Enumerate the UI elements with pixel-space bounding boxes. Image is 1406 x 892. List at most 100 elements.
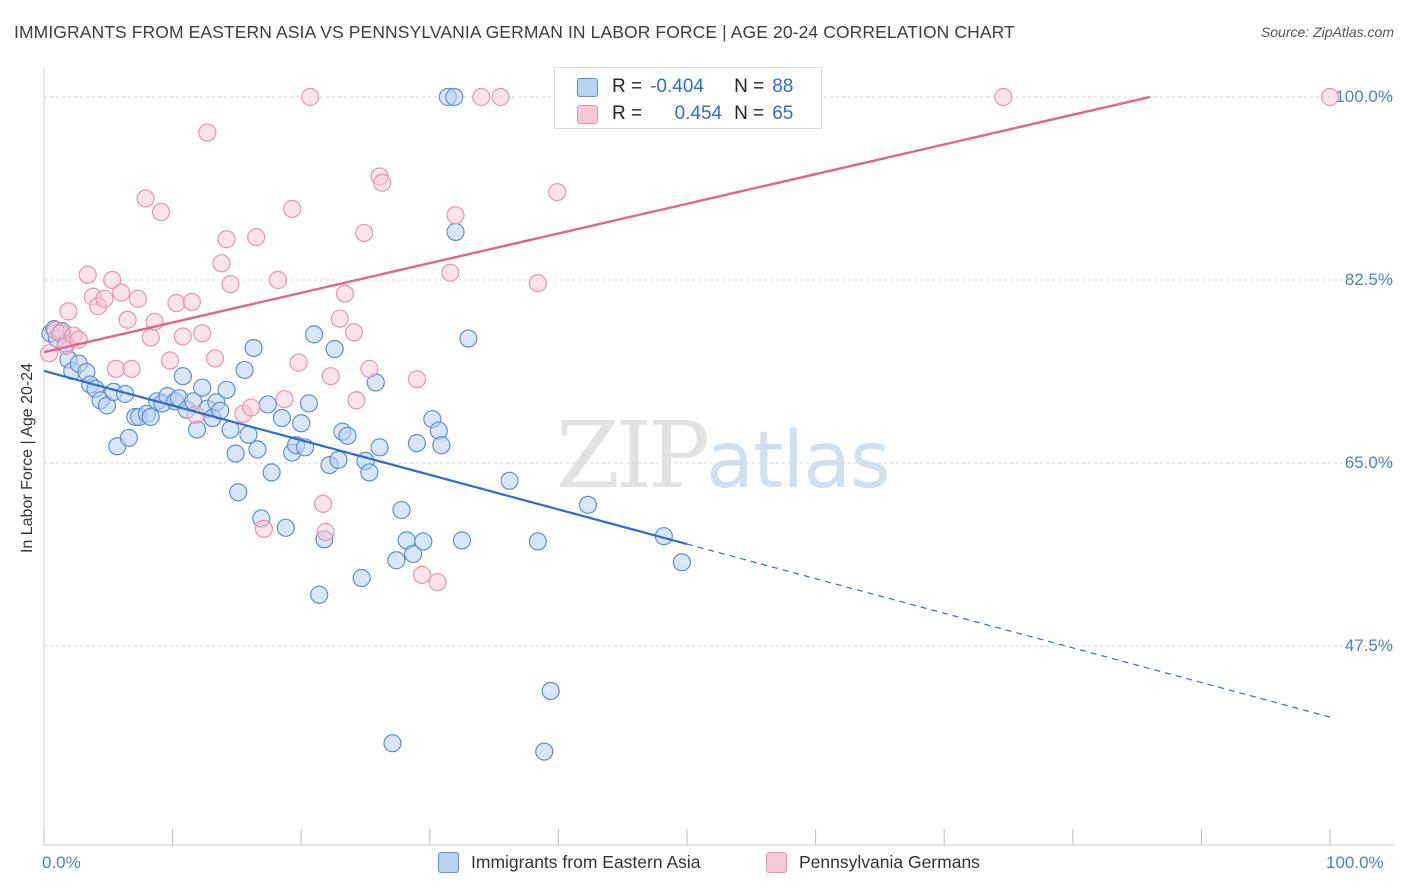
data-point-pennsylvania-german bbox=[122, 359, 141, 378]
legend-row-eastern-asia: R = -0.404 N = 88 bbox=[577, 74, 793, 100]
data-point-pennsylvania-german bbox=[1320, 87, 1340, 107]
data-point-pennsylvania-german bbox=[167, 293, 186, 313]
bottom-legend-eastern-asia: Immigrants from Eastern Asia bbox=[438, 852, 701, 873]
trend-line-pennsylvania-german bbox=[43, 95, 1151, 354]
series-eastern-asia-points bbox=[41, 87, 691, 761]
data-point-pennsylvania-german bbox=[373, 173, 392, 192]
y-tick-label: 82.5% bbox=[1344, 270, 1393, 289]
data-point-eastern-asia bbox=[352, 568, 371, 588]
data-point-pennsylvania-german bbox=[428, 573, 447, 592]
legend-r-value: 0.454 bbox=[674, 103, 723, 124]
data-point-eastern-asia bbox=[452, 531, 472, 550]
data-point-eastern-asia bbox=[292, 414, 311, 433]
data-point-pennsylvania-german bbox=[212, 254, 231, 273]
data-point-eastern-asia bbox=[229, 483, 248, 502]
legend-n-label: N = bbox=[734, 103, 765, 124]
data-point-eastern-asia bbox=[217, 380, 236, 399]
bottom-legend-label: Pennsylvania Germans bbox=[799, 852, 980, 872]
bottom-legend-swatch-pink bbox=[766, 852, 787, 873]
data-point-pennsylvania-german bbox=[528, 274, 547, 293]
legend-row-pennsylvania-german: R = 0.454 N = 65 bbox=[577, 101, 793, 127]
data-point-pennsylvania-german bbox=[78, 265, 97, 284]
y-tick-label: 47.5% bbox=[1344, 636, 1393, 655]
data-point-pennsylvania-german bbox=[994, 87, 1013, 107]
data-point-eastern-asia bbox=[338, 426, 357, 445]
legend-n-label: N = bbox=[734, 76, 765, 97]
data-point-eastern-asia bbox=[446, 222, 465, 241]
trend-line-eastern-asia-extension bbox=[686, 543, 1331, 718]
data-point-pennsylvania-german bbox=[247, 228, 266, 247]
bottom-legend-pennsylvania-german: Pennsylvania Germans bbox=[766, 852, 980, 873]
legend-r-label: R = bbox=[612, 76, 643, 97]
data-point-pennsylvania-german bbox=[103, 270, 122, 290]
data-point-pennsylvania-german bbox=[136, 189, 155, 208]
trend-lines bbox=[43, 95, 1331, 718]
data-point-eastern-asia bbox=[248, 440, 267, 459]
data-point-eastern-asia bbox=[239, 425, 258, 444]
data-point-pennsylvania-german bbox=[330, 309, 349, 328]
y-tick-label: 65.0% bbox=[1344, 453, 1393, 472]
data-point-pennsylvania-german bbox=[335, 284, 355, 303]
data-point-pennsylvania-german bbox=[118, 310, 137, 329]
data-point-eastern-asia bbox=[392, 500, 411, 520]
data-point-eastern-asia bbox=[193, 378, 212, 397]
data-point-eastern-asia bbox=[325, 339, 344, 359]
watermark: ZIPatlas bbox=[556, 402, 891, 509]
bottom-legend-swatch-blue bbox=[438, 852, 459, 873]
data-point-eastern-asia bbox=[262, 463, 281, 482]
data-point-pennsylvania-german bbox=[548, 183, 567, 202]
legend-r-value: -0.404 bbox=[650, 76, 704, 97]
data-point-eastern-asia bbox=[407, 434, 427, 453]
legend-n-value: 88 bbox=[772, 76, 794, 97]
data-point-eastern-asia bbox=[528, 532, 547, 551]
data-point-pennsylvania-german bbox=[407, 370, 427, 389]
data-point-eastern-asia bbox=[403, 544, 423, 564]
data-point-eastern-asia bbox=[360, 463, 379, 482]
data-point-eastern-asia bbox=[459, 329, 478, 348]
data-point-pennsylvania-german bbox=[59, 302, 78, 321]
x-tick-label-min: 0.0% bbox=[42, 853, 81, 872]
data-point-pennsylvania-german bbox=[128, 289, 147, 308]
data-point-pennsylvania-german bbox=[446, 206, 465, 225]
data-point-eastern-asia bbox=[304, 325, 324, 344]
data-point-pennsylvania-german bbox=[40, 344, 59, 363]
data-point-pennsylvania-german bbox=[316, 522, 335, 542]
data-point-eastern-asia bbox=[272, 408, 292, 428]
data-point-pennsylvania-german bbox=[160, 351, 180, 370]
data-point-pennsylvania-german bbox=[313, 494, 333, 513]
data-point-pennsylvania-german bbox=[344, 323, 364, 342]
x-tick-label-max: 100.0% bbox=[1326, 853, 1384, 872]
data-point-eastern-asia bbox=[445, 87, 464, 107]
data-point-eastern-asia bbox=[235, 360, 254, 380]
data-point-pennsylvania-german bbox=[321, 367, 340, 386]
watermark-zip: ZIP bbox=[556, 402, 710, 509]
data-point-eastern-asia bbox=[141, 407, 160, 427]
chart-source: Source: ZipAtlas.com bbox=[1260, 24, 1394, 40]
data-point-eastern-asia bbox=[310, 585, 329, 604]
data-point-pennsylvania-german bbox=[360, 359, 379, 378]
data-point-eastern-asia bbox=[432, 436, 451, 455]
data-point-eastern-asia bbox=[414, 532, 433, 551]
data-point-eastern-asia bbox=[500, 471, 519, 490]
data-point-pennsylvania-german bbox=[112, 283, 131, 302]
data-point-pennsylvania-german bbox=[347, 391, 366, 410]
data-point-eastern-asia bbox=[119, 428, 138, 448]
legend-r-label: R = bbox=[612, 103, 643, 124]
bottom-legend-label: Immigrants from Eastern Asia bbox=[471, 852, 701, 872]
data-point-pennsylvania-german bbox=[412, 565, 432, 584]
data-point-eastern-asia bbox=[383, 734, 402, 753]
legend-n-value: 65 bbox=[772, 103, 794, 124]
data-point-eastern-asia bbox=[672, 553, 691, 572]
data-point-eastern-asia bbox=[244, 338, 263, 358]
data-point-pennsylvania-german bbox=[151, 202, 171, 222]
data-point-pennsylvania-german bbox=[289, 353, 308, 372]
data-point-pennsylvania-german bbox=[173, 327, 192, 346]
y-tick-label: 100.0% bbox=[1335, 87, 1393, 106]
axis-layer bbox=[43, 68, 1394, 846]
data-point-eastern-asia bbox=[578, 495, 598, 514]
data-point-pennsylvania-german bbox=[254, 519, 274, 538]
trend-line-eastern-asia bbox=[43, 369, 688, 546]
data-point-pennsylvania-german bbox=[95, 289, 114, 308]
legend-swatch-blue bbox=[577, 77, 598, 97]
data-point-pennsylvania-german bbox=[221, 275, 240, 294]
